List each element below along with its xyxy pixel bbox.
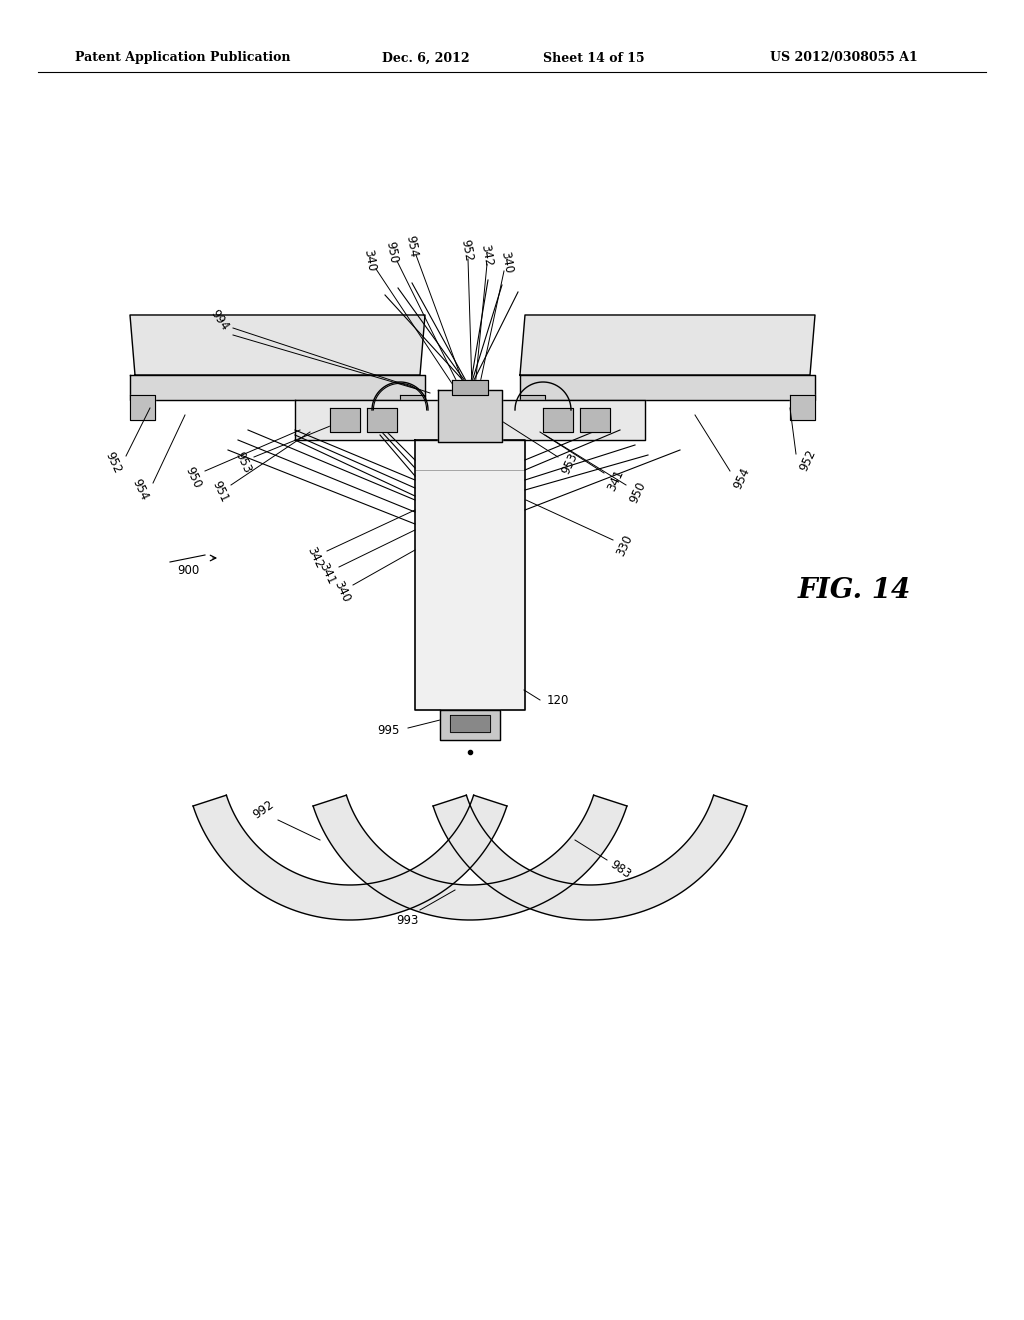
Polygon shape xyxy=(130,395,155,420)
Text: 954: 954 xyxy=(731,465,753,491)
Text: 953: 953 xyxy=(232,450,254,475)
Text: 954: 954 xyxy=(129,477,151,503)
Text: 120: 120 xyxy=(547,693,569,706)
Text: 330: 330 xyxy=(614,532,636,558)
Text: 951: 951 xyxy=(209,479,230,504)
Text: 953: 953 xyxy=(559,450,581,475)
Polygon shape xyxy=(194,795,507,920)
Text: 950: 950 xyxy=(182,465,204,491)
Text: 992: 992 xyxy=(250,799,275,822)
Polygon shape xyxy=(440,710,500,741)
Polygon shape xyxy=(330,408,360,432)
Polygon shape xyxy=(520,315,815,375)
Text: 340: 340 xyxy=(332,579,352,605)
Text: 952: 952 xyxy=(102,450,124,477)
Polygon shape xyxy=(313,795,627,920)
Text: 340: 340 xyxy=(499,249,515,275)
Text: FIG. 14: FIG. 14 xyxy=(798,577,911,603)
Text: 954: 954 xyxy=(403,234,420,259)
Text: Sheet 14 of 15: Sheet 14 of 15 xyxy=(543,51,645,65)
Text: 900: 900 xyxy=(177,564,199,577)
Polygon shape xyxy=(415,440,525,710)
Polygon shape xyxy=(450,715,490,733)
Text: 342: 342 xyxy=(478,243,496,267)
Text: US 2012/0308055 A1: US 2012/0308055 A1 xyxy=(770,51,918,65)
Text: 952: 952 xyxy=(798,447,818,473)
Text: Patent Application Publication: Patent Application Publication xyxy=(75,51,291,65)
Text: 342: 342 xyxy=(304,545,326,570)
Polygon shape xyxy=(295,400,645,440)
Text: Dec. 6, 2012: Dec. 6, 2012 xyxy=(382,51,470,65)
Polygon shape xyxy=(452,380,488,395)
Polygon shape xyxy=(438,389,502,442)
Polygon shape xyxy=(790,395,815,420)
Polygon shape xyxy=(400,395,425,420)
Polygon shape xyxy=(580,408,610,432)
Text: 340: 340 xyxy=(361,248,378,272)
Text: 995: 995 xyxy=(377,723,399,737)
Text: 950: 950 xyxy=(628,479,648,504)
Polygon shape xyxy=(520,395,545,420)
Polygon shape xyxy=(130,315,425,375)
Polygon shape xyxy=(433,795,746,920)
Text: 950: 950 xyxy=(384,240,400,264)
Text: 341: 341 xyxy=(316,561,338,587)
Text: 994: 994 xyxy=(208,308,231,333)
Polygon shape xyxy=(130,375,425,400)
Text: 952: 952 xyxy=(459,238,475,263)
Polygon shape xyxy=(543,408,573,432)
Polygon shape xyxy=(520,375,815,400)
Text: 983: 983 xyxy=(607,858,633,882)
Text: 993: 993 xyxy=(396,913,418,927)
Text: 341: 341 xyxy=(605,467,627,492)
Polygon shape xyxy=(367,408,397,432)
